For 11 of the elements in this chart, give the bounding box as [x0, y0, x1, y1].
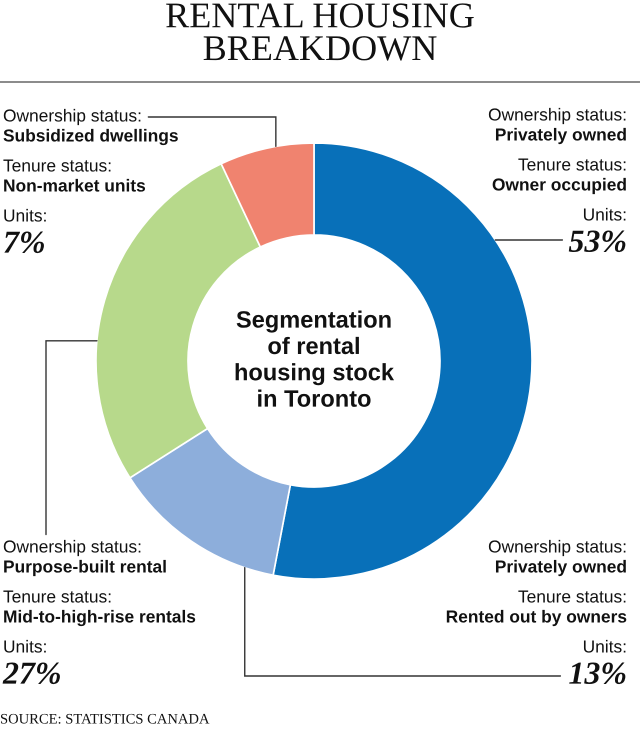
slice-label: Ownership status: Purpose-built rental Tenure status: Mid-to-high-rise rentals	[3, 540, 196, 626]
slice-label: Ownership status: Privately owned Tenure status: Rented out by owners	[446, 540, 626, 626]
slice-label: Ownership status: Subsidized dwellings Tenure status: Non-market units	[3, 108, 178, 192]
data-label: Units: 13%	[569, 640, 626, 684]
slice-label: Ownership status: Privately owned Tenure status: Owner occupied	[488, 108, 626, 194]
chart-title: RENTAL HOUSING BREAKDOWN	[166, 3, 474, 61]
source-note: SOURCE: STATISTICS CANADA	[0, 714, 210, 724]
text: Segmentation of rental housing stock in Toronto	[236, 310, 394, 407]
data-label: Units: 53%	[568, 208, 626, 252]
data-label: Units: 27%	[2, 640, 60, 684]
data-label: Units: 7%	[4, 208, 46, 254]
